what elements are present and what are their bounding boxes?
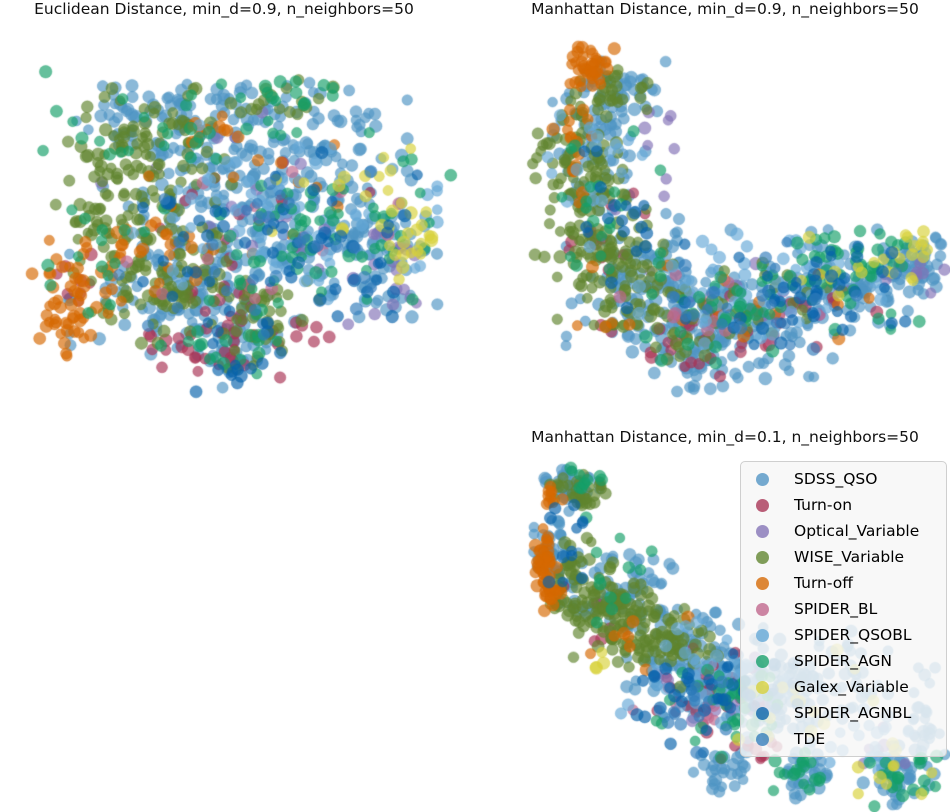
- subplot-title-euclidean-min09: Euclidean Distance, min_d=0.9, n_neighbo…: [34, 0, 414, 18]
- legend-marker-icon: [756, 706, 769, 720]
- legend-item-wise_variable: WISE_Variable: [741, 545, 946, 569]
- legend-item-turn-on: Turn-on: [741, 493, 946, 517]
- legend-marker-icon: [756, 654, 769, 668]
- legend-marker-icon: [756, 628, 769, 642]
- legend-item-spider_qsobl: SPIDER_QSOBL: [741, 623, 946, 647]
- subplot-title-manhattan-min09: Manhattan Distance, min_d=0.9, n_neighbo…: [531, 0, 919, 18]
- legend-item-galex_variable: Galex_Variable: [741, 675, 946, 699]
- scatter-plot-euclidean-min09: [0, 30, 475, 420]
- legend-marker-icon: [756, 472, 769, 486]
- legend-marker-icon: [756, 732, 769, 746]
- legend-marker-icon: [756, 550, 769, 564]
- legend-item-sdss_qso: SDSS_QSO: [741, 467, 946, 491]
- legend-item-spider_bl: SPIDER_BL: [741, 597, 946, 621]
- legend-item-tde: TDE: [741, 727, 946, 751]
- legend-item-spider_agn: SPIDER_AGN: [741, 649, 946, 673]
- legend-marker-icon: [756, 524, 769, 538]
- legend-item-label: SPIDER_AGN: [794, 652, 892, 670]
- legend-marker-icon: [756, 680, 769, 694]
- legend-item-label: SPIDER_QSOBL: [794, 626, 912, 644]
- legend-item-label: SPIDER_BL: [794, 600, 878, 618]
- legend-item-label: Turn-on: [794, 496, 853, 514]
- legend-item-spider_agnbl: SPIDER_AGNBL: [741, 701, 946, 725]
- legend-item-label: WISE_Variable: [794, 548, 905, 566]
- legend-item-optical_variable: Optical_Variable: [741, 519, 946, 543]
- legend-item-label: Turn-off: [794, 574, 853, 592]
- legend: SDSS_QSO Turn-on Optical_Variable WISE_Vari…: [740, 461, 947, 757]
- legend-marker-icon: [756, 602, 769, 616]
- legend-item-label: SPIDER_AGNBL: [794, 704, 912, 722]
- legend-item-label: SDSS_QSO: [794, 470, 878, 488]
- legend-marker-icon: [756, 576, 769, 590]
- legend-item-turn-off: Turn-off: [741, 571, 946, 595]
- legend-marker-icon: [756, 498, 769, 512]
- legend-item-label: Optical_Variable: [794, 522, 920, 540]
- legend-item-label: Galex_Variable: [794, 678, 909, 696]
- legend-item-label: TDE: [794, 730, 826, 748]
- subplot-title-manhattan-min01: Manhattan Distance, min_d=0.1, n_neighbo…: [531, 428, 919, 446]
- scatter-plot-manhattan-min09: [475, 30, 950, 420]
